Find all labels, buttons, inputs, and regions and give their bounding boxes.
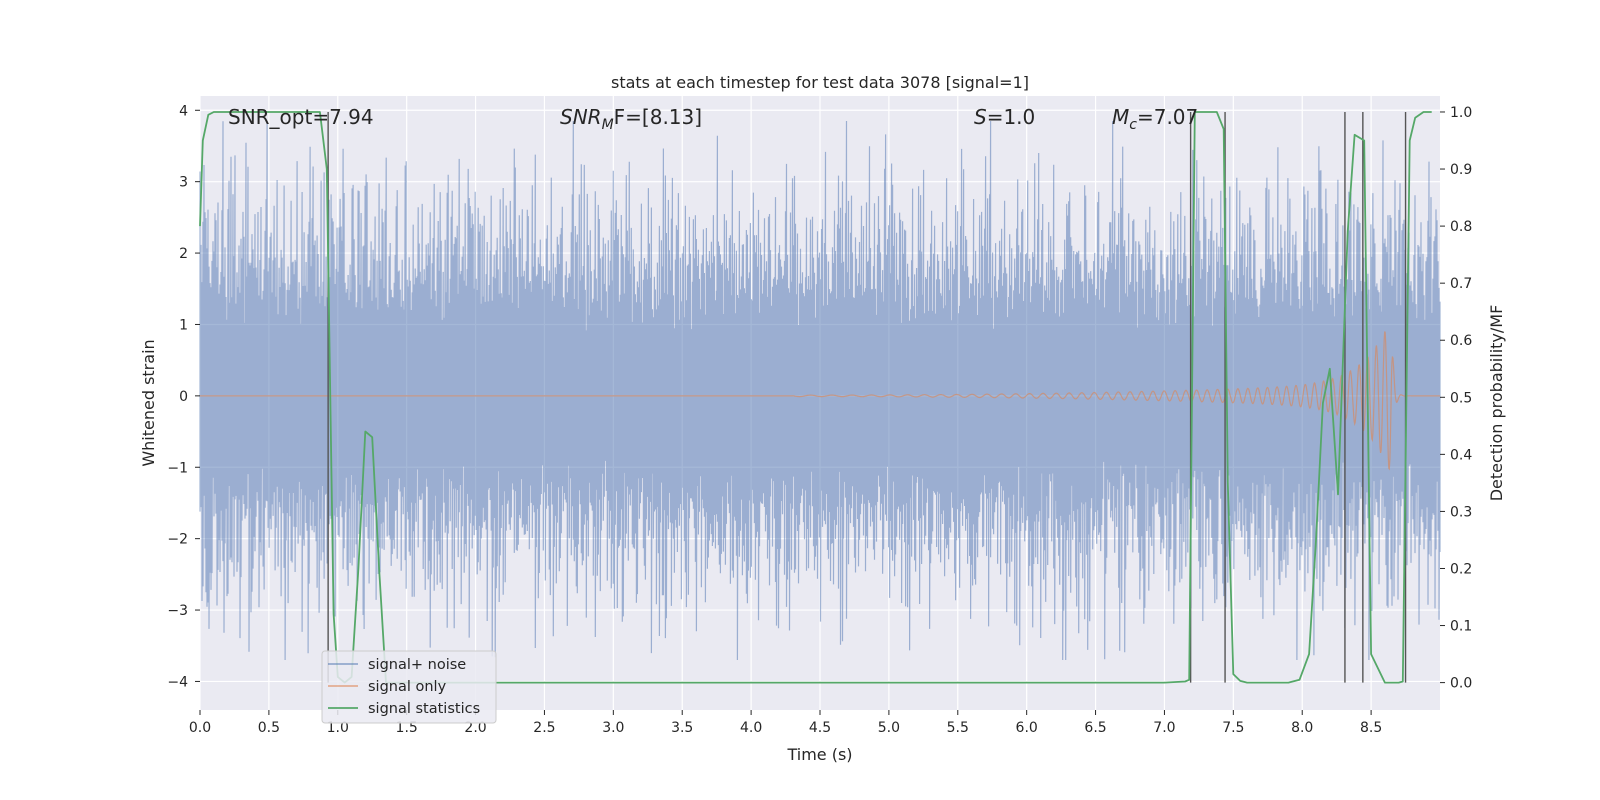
y-right-tick-label: 0.3: [1450, 504, 1472, 520]
y-right-tick-label: 0.7: [1450, 276, 1472, 292]
y-left-tick-label: −3: [167, 603, 188, 619]
x-tick-label: 6.5: [1084, 720, 1106, 736]
x-tick-label: 8.0: [1291, 720, 1313, 736]
y-right-tick-label: 0.6: [1450, 333, 1472, 349]
x-tick-label: 1.0: [327, 720, 349, 736]
x-tick-label: 4.5: [809, 720, 831, 736]
y-right-tick-label: 0.1: [1450, 619, 1472, 635]
annotation-mc: Mc=7.07: [1112, 105, 1198, 133]
y-right-tick-label: 0.2: [1450, 561, 1472, 577]
y-left-tick-label: 4: [179, 103, 188, 119]
legend-label-noise: signal+ noise: [368, 657, 466, 673]
y-right-tick-label: 0.0: [1450, 676, 1472, 692]
signal-statistics-series: [199, 111, 1432, 684]
annotation-s: S=1.0: [974, 105, 1035, 129]
x-tick-label: 1.5: [396, 720, 418, 736]
y-right-tick-label: 0.4: [1450, 447, 1472, 463]
x-tick-label: 5.5: [947, 720, 969, 736]
signal-trace: [200, 331, 1440, 471]
legend-label-stats: signal statistics: [368, 701, 480, 717]
legend: signal+ noise signal only signal statist…: [321, 650, 497, 724]
y-left-tick-label: 3: [179, 175, 188, 191]
y-left-tick-label: 2: [179, 246, 188, 262]
y-right-tick-label: 0.9: [1450, 162, 1472, 178]
signal-only-series: [200, 331, 1440, 471]
annotation-snr-opt: SNR_opt=7.94: [228, 105, 374, 129]
noise-trace: [199, 120, 1441, 661]
y-left-tick-label: −2: [167, 532, 188, 548]
x-tick-label: 5.0: [878, 720, 900, 736]
x-tick-label: 6.0: [1016, 720, 1038, 736]
y-axis-left-label: Whitened strain: [139, 339, 158, 466]
y-axis-left-ticks: 4 3 2 1 0 −1 −2 −3 −4: [167, 103, 200, 690]
y-left-tick-label: −1: [167, 460, 188, 476]
y-right-tick-label: 1.0: [1450, 105, 1472, 121]
y-right-tick-label: 0.5: [1450, 390, 1472, 406]
x-axis-label: Time (s): [786, 745, 852, 764]
legend-box: [321, 650, 497, 724]
signal-noise-series: [199, 120, 1441, 661]
x-tick-label: 0.0: [189, 720, 211, 736]
x-tick-label: 8.5: [1360, 720, 1382, 736]
statistics-line: [199, 111, 1432, 684]
x-axis-ticks: 0.0 0.5 1.0 1.5 2.0 2.5 3.0 3.5 4.0 4.5 5.0 5.5 6.0 6…: [189, 710, 1382, 736]
x-tick-label: 4.0: [740, 720, 762, 736]
y-left-tick-label: 0: [179, 389, 188, 405]
x-tick-label: 2.0: [464, 720, 486, 736]
x-tick-label: 7.0: [1153, 720, 1175, 736]
x-tick-label: 2.5: [533, 720, 555, 736]
x-tick-label: 3.5: [671, 720, 693, 736]
legend-label-signal: signal only: [368, 679, 447, 695]
y-left-tick-label: −4: [167, 674, 188, 690]
y-left-tick-label: 1: [179, 317, 188, 333]
x-tick-label: 7.5: [1222, 720, 1244, 736]
chart-title: stats at each timestep for test data 307…: [611, 73, 1029, 92]
annotation-snr-mf: SNRMF=[8.13]: [560, 105, 702, 133]
y-axis-right-label: Detection probability/MF: [1487, 305, 1506, 502]
y-axis-right-ticks: 1.0 0.9 0.8 0.7 0.6 0.5 0.4 0.3 0.2 0.1 0.0: [1440, 105, 1472, 692]
x-tick-label: 3.0: [602, 720, 624, 736]
x-tick-label: 0.5: [258, 720, 280, 736]
y-right-tick-label: 0.8: [1450, 219, 1472, 235]
